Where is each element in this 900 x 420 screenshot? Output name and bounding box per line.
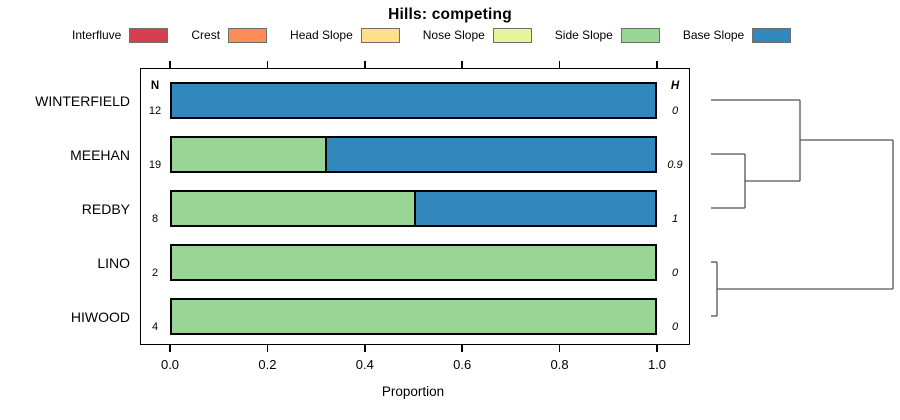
x-tick-label: 1.0 (647, 357, 667, 372)
x-tick (461, 61, 463, 68)
legend-label: Crest (191, 28, 221, 42)
legend-item: Nose Slope (422, 27, 532, 43)
bar-hiwood (170, 298, 657, 335)
x-tick (266, 345, 269, 352)
x-tick (558, 345, 561, 352)
bar-lino (170, 244, 657, 281)
legend-item: Interfluve (72, 27, 169, 43)
x-tick-label: 0.4 (355, 357, 374, 372)
x-tick (364, 345, 366, 352)
x-tick-label: 0.0 (160, 357, 180, 372)
n-value: 4 (151, 321, 159, 333)
x-tick (558, 61, 561, 68)
legend-swatch (129, 27, 169, 43)
n-value: 8 (151, 213, 159, 225)
x-tick (461, 345, 463, 352)
h-value: 0 (671, 321, 679, 333)
n-column-header: N (150, 80, 160, 92)
legend-item: Side Slope (554, 27, 660, 43)
chart-title: Hills: competing (388, 6, 512, 23)
n-value: 19 (148, 159, 162, 171)
bar-segment-side-slope (172, 138, 325, 171)
legend-swatch (752, 27, 792, 43)
bar-segment-side-slope (172, 300, 655, 333)
x-tick (364, 61, 366, 68)
bar-redby (170, 190, 657, 227)
h-value: 1 (671, 213, 679, 225)
x-tick (266, 61, 269, 68)
h-value: 0.9 (667, 159, 683, 171)
n-value: 2 (151, 267, 159, 279)
x-tick (656, 61, 658, 68)
legend-swatch (228, 27, 268, 43)
n-value: 12 (148, 105, 162, 117)
legend-item: Base Slope (682, 27, 792, 43)
bar-meehan (170, 136, 657, 173)
legend-item: Crest (191, 27, 268, 43)
legend-label: Side Slope (554, 28, 613, 42)
row-label: MEEHAN (70, 146, 130, 163)
bar-segment-base-slope (324, 138, 655, 171)
bar-segment-base-slope (172, 84, 655, 117)
legend-label: Nose Slope (422, 28, 485, 42)
legend-label: Base Slope (682, 28, 745, 42)
legend-label: Interfluve (72, 28, 122, 42)
h-value: 0 (671, 105, 679, 117)
x-tick-label: 0.6 (453, 357, 472, 372)
x-axis-label: Proportion (381, 384, 445, 399)
bar-segment-base-slope (413, 192, 655, 225)
row-label: WINTERFIELD (35, 92, 130, 109)
x-tick-label: 0.2 (258, 357, 277, 372)
legend-swatch (620, 27, 660, 43)
x-tick (169, 61, 171, 68)
bar-segment-side-slope (172, 192, 414, 225)
h-column-header: H (670, 80, 680, 92)
legend: Interfluve Crest Head Slope Nose Slope Side … (72, 27, 792, 43)
x-tick (169, 345, 171, 352)
legend-swatch (360, 27, 400, 43)
legend-item: Head Slope (290, 27, 400, 43)
h-value: 0 (671, 267, 679, 279)
bar-winterfield (170, 82, 657, 119)
bar-segment-side-slope (172, 246, 655, 279)
legend-swatch (492, 27, 532, 43)
x-tick-label: 0.8 (550, 357, 569, 372)
row-label: REDBY (81, 200, 130, 217)
row-label: LINO (97, 254, 130, 271)
row-label: HIWOOD (70, 308, 130, 325)
x-tick (656, 345, 658, 352)
legend-label: Head Slope (290, 28, 353, 42)
